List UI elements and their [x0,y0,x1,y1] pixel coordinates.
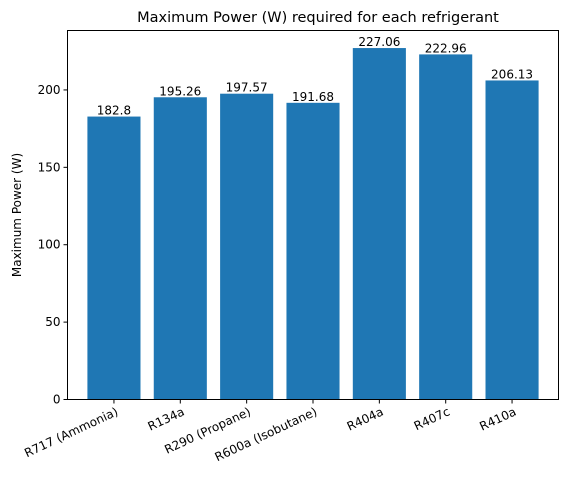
data-label: 222.96 [425,41,467,55]
data-label: 227.06 [358,35,400,49]
bar [419,54,473,400]
x-tick-label: R404a [345,405,386,434]
bar [352,48,406,400]
data-label: 195.26 [159,84,201,98]
x-tick-label: R410a [477,405,518,434]
data-label: 191.68 [292,90,334,104]
bar-group [87,48,539,400]
y-axis: 0 50 100 150 200 [38,83,68,407]
y-axis-label: Maximum Power (W) [10,153,24,277]
x-tick-label: R407c [412,405,452,434]
data-label: 182.8 [97,104,131,118]
y-tick-label: 200 [38,83,61,97]
bar [220,93,274,400]
bar [485,80,539,400]
y-tick-label: 0 [53,393,61,407]
bar [153,97,207,400]
bar [286,102,340,400]
data-label-group: 182.8 195.26 197.57 191.68 227.06 222.96 206.1… [97,35,533,118]
plot-frame [67,30,559,400]
data-label: 206.13 [491,67,533,81]
x-tick-label: R717 (Ammonia) [22,405,120,461]
y-tick-label: 50 [45,315,60,329]
y-tick-label: 150 [38,160,61,174]
y-tick-label: 100 [38,238,61,252]
data-label: 197.57 [226,81,268,95]
chart-title: Maximum Power (W) required for each refr… [137,10,499,26]
bar [87,116,141,400]
x-tick-label: R134a [146,405,187,434]
